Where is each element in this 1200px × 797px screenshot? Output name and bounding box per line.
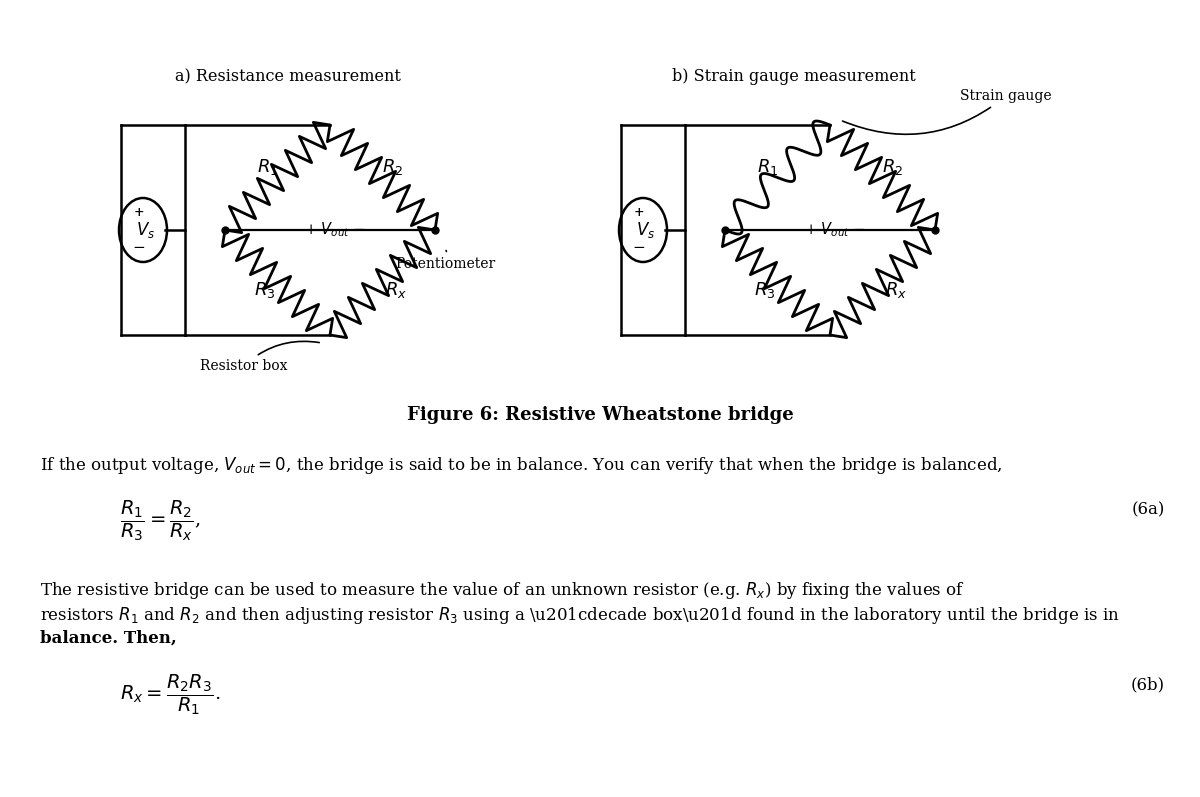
Text: a) Resistance measurement: a) Resistance measurement xyxy=(175,68,401,85)
Text: $R_2$: $R_2$ xyxy=(882,157,904,177)
Text: $R_2$: $R_2$ xyxy=(382,157,403,177)
Text: + $V_{out}$ $-$: + $V_{out}$ $-$ xyxy=(804,221,865,239)
Text: $R_1$: $R_1$ xyxy=(257,157,278,177)
Text: $V_s$: $V_s$ xyxy=(137,220,156,240)
Text: Strain gauge: Strain gauge xyxy=(842,89,1051,135)
Text: $R_3$: $R_3$ xyxy=(754,280,775,300)
Text: $R_x$: $R_x$ xyxy=(884,280,907,300)
Text: +: + xyxy=(133,206,144,219)
Text: $R_x$: $R_x$ xyxy=(385,280,407,300)
Text: (6b): (6b) xyxy=(1130,677,1165,693)
Text: The resistive bridge can be used to measure the value of an unknown resistor (e.: The resistive bridge can be used to meas… xyxy=(40,580,965,601)
Text: (6a): (6a) xyxy=(1132,501,1165,519)
Text: If the output voltage, $V_{out} = 0$, the bridge is said to be in balance. You c: If the output voltage, $V_{out} = 0$, th… xyxy=(40,455,1002,476)
Text: $\dfrac{R_1}{R_3} = \dfrac{R_2}{R_x}$,: $\dfrac{R_1}{R_3} = \dfrac{R_2}{R_x}$, xyxy=(120,498,200,543)
Text: resistors $R_1$ and $R_2$ and then adjusting resistor $R_3$ using a \u201cdecade: resistors $R_1$ and $R_2$ and then adjus… xyxy=(40,605,1120,626)
Text: b) Strain gauge measurement: b) Strain gauge measurement xyxy=(672,68,916,85)
Text: $R_x = \dfrac{R_2 R_3}{R_1}$.: $R_x = \dfrac{R_2 R_3}{R_1}$. xyxy=(120,672,221,717)
Text: −: − xyxy=(133,241,145,254)
Text: +: + xyxy=(634,206,644,219)
Text: Figure 6: Resistive Wheatstone bridge: Figure 6: Resistive Wheatstone bridge xyxy=(407,406,793,424)
Text: + $V_{out}$ $-$: + $V_{out}$ $-$ xyxy=(305,221,366,239)
Text: $R_3$: $R_3$ xyxy=(253,280,275,300)
Text: −: − xyxy=(632,241,646,254)
Text: balance. Then,: balance. Then, xyxy=(40,630,176,647)
Text: Resistor box: Resistor box xyxy=(200,341,319,373)
Text: Potentiometer: Potentiometer xyxy=(395,250,496,271)
Text: $V_s$: $V_s$ xyxy=(636,220,655,240)
Text: $R_1$: $R_1$ xyxy=(756,157,778,177)
